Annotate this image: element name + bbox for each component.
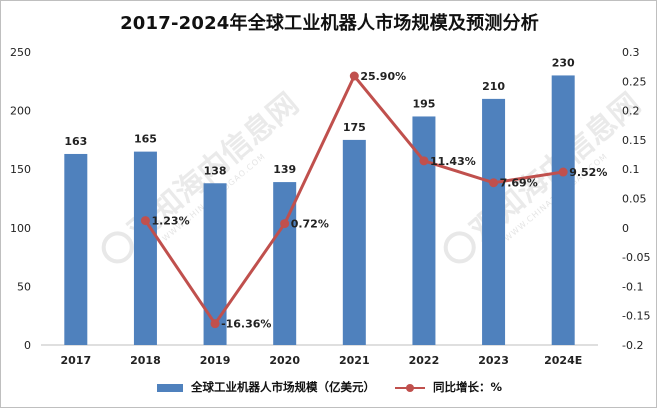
bar-value-label: 139 [273,163,296,176]
growth-value-label: 7.69% [500,177,538,190]
growth-value-label: 25.90% [360,70,406,83]
growth-point [210,319,220,329]
bar [342,139,366,345]
growth-point [140,216,150,226]
y2-tick-label: 0.25 [622,75,647,88]
growth-point [349,71,359,81]
bar-value-label: 230 [552,56,575,69]
growth-value-label: 0.72% [291,218,329,231]
y2-tick-label: -0.2 [622,339,643,352]
legend-label-growth: 同比增长：% [433,380,503,394]
bar-value-label: 195 [412,97,435,110]
growth-point [419,156,429,166]
bar-value-label: 175 [343,121,366,134]
chart-title: 2017-2024年全球工业机器人市场规模及预测分析 [120,13,539,34]
y2-tick-label: 0.15 [622,134,647,147]
growth-point [558,167,568,177]
y2-tick-label: 0.1 [622,163,640,176]
y-tick-label: 250 [10,46,31,59]
x-tick-label: 2021 [339,354,370,367]
x-tick-label: 2024E [544,354,582,367]
y-tick-label: 150 [10,163,31,176]
growth-point [280,219,290,229]
y-tick-label: 200 [10,105,31,118]
y-tick-label: 100 [10,222,31,235]
bar [64,153,88,345]
bar [273,182,297,345]
growth-value-label: 9.52% [569,166,607,179]
bar-value-label: 163 [64,135,87,148]
y2-tick-label: 0.2 [622,105,640,118]
chart-legend: 全球工业机器人市场规模（亿美元） 同比增长：% [1,379,656,395]
x-tick-label: 2020 [269,354,300,367]
y-tick-label: 50 [17,280,31,293]
watermark-logo-icon [443,231,476,264]
watermark-logo-icon [101,231,134,264]
y2-tick-label: 0.3 [622,46,640,59]
y-tick-label: 0 [24,339,31,352]
bar [133,151,157,345]
bar [482,98,506,345]
bar-value-label: 165 [134,133,157,146]
x-tick-label: 2017 [61,354,92,367]
growth-point [489,178,499,188]
bar [203,183,227,345]
growth-value-label: -16.36% [221,318,271,331]
bar [412,116,436,346]
growth-value-label: 1.23% [151,215,189,228]
legend-item-market-size: 全球工业机器人市场规模（亿美元） [156,379,375,395]
x-tick-label: 2023 [478,354,509,367]
bar-value-label: 138 [204,164,227,177]
legend-label-market-size: 全球工业机器人市场规模（亿美元） [190,380,375,394]
y2-tick-label: -0.15 [622,310,650,323]
y2-tick-label: -0.05 [622,251,650,264]
y2-tick-label: 0.05 [622,193,647,206]
bar-value-label: 210 [482,80,505,93]
x-tick-label: 2019 [200,354,231,367]
x-tick-label: 2018 [130,354,161,367]
bar [551,75,575,345]
y2-tick-label: -0.1 [622,280,643,293]
legend-swatch-bar [156,383,183,392]
x-tick-label: 2022 [409,354,440,367]
growth-value-label: 11.43% [430,155,476,168]
legend-item-growth: 同比增长：% [394,379,503,395]
legend-swatch-line [394,383,425,393]
y2-tick-label: 0 [622,222,629,235]
